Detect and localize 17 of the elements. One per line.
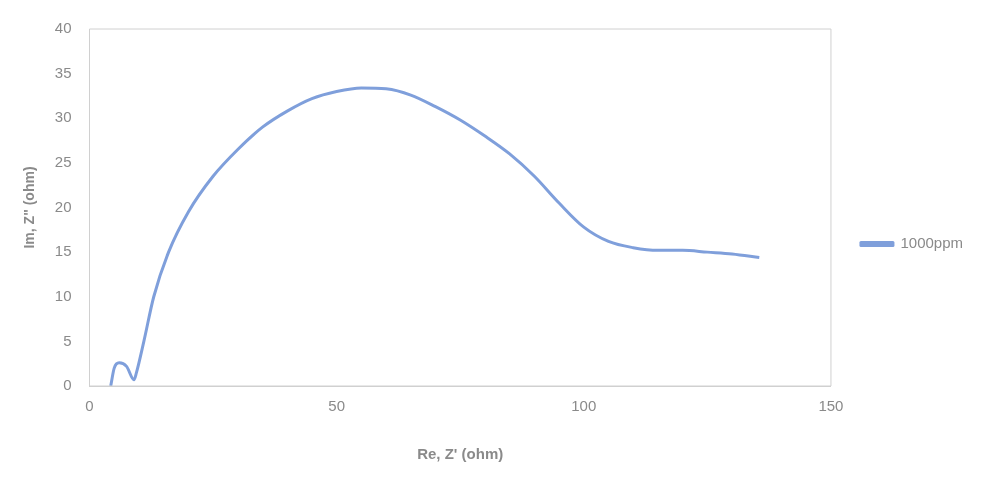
y-axis-title: Im, Z" (ohm) xyxy=(21,166,38,249)
x-tick-label: 50 xyxy=(328,397,345,415)
y-tick-label: 25 xyxy=(54,153,72,171)
y-tick-label: 0 xyxy=(63,376,72,394)
line-series xyxy=(109,86,761,386)
y-tick-label: 15 xyxy=(54,242,72,260)
y-tick-label: 20 xyxy=(54,197,72,215)
y-tick-label: 30 xyxy=(54,108,72,126)
x-tick-label: 0 xyxy=(85,397,94,415)
x-tick-label: 150 xyxy=(818,397,844,415)
x-tick-label: 100 xyxy=(571,397,597,415)
y-tick-label: 40 xyxy=(54,19,72,37)
x-axis-title: Re, Z' (ohm) xyxy=(417,445,504,463)
y-tick-label: 35 xyxy=(54,63,72,81)
y-tick-label: 10 xyxy=(54,286,72,304)
legend-label: 1000ppm xyxy=(900,234,964,252)
y-tick-label: 5 xyxy=(63,331,72,349)
